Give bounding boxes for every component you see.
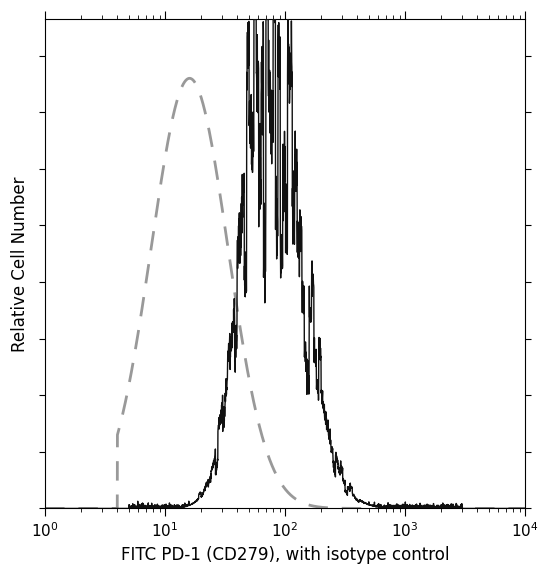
Y-axis label: Relative Cell Number: Relative Cell Number bbox=[11, 176, 29, 352]
X-axis label: FITC PD-1 (CD279), with isotype control: FITC PD-1 (CD279), with isotype control bbox=[121, 546, 449, 564]
